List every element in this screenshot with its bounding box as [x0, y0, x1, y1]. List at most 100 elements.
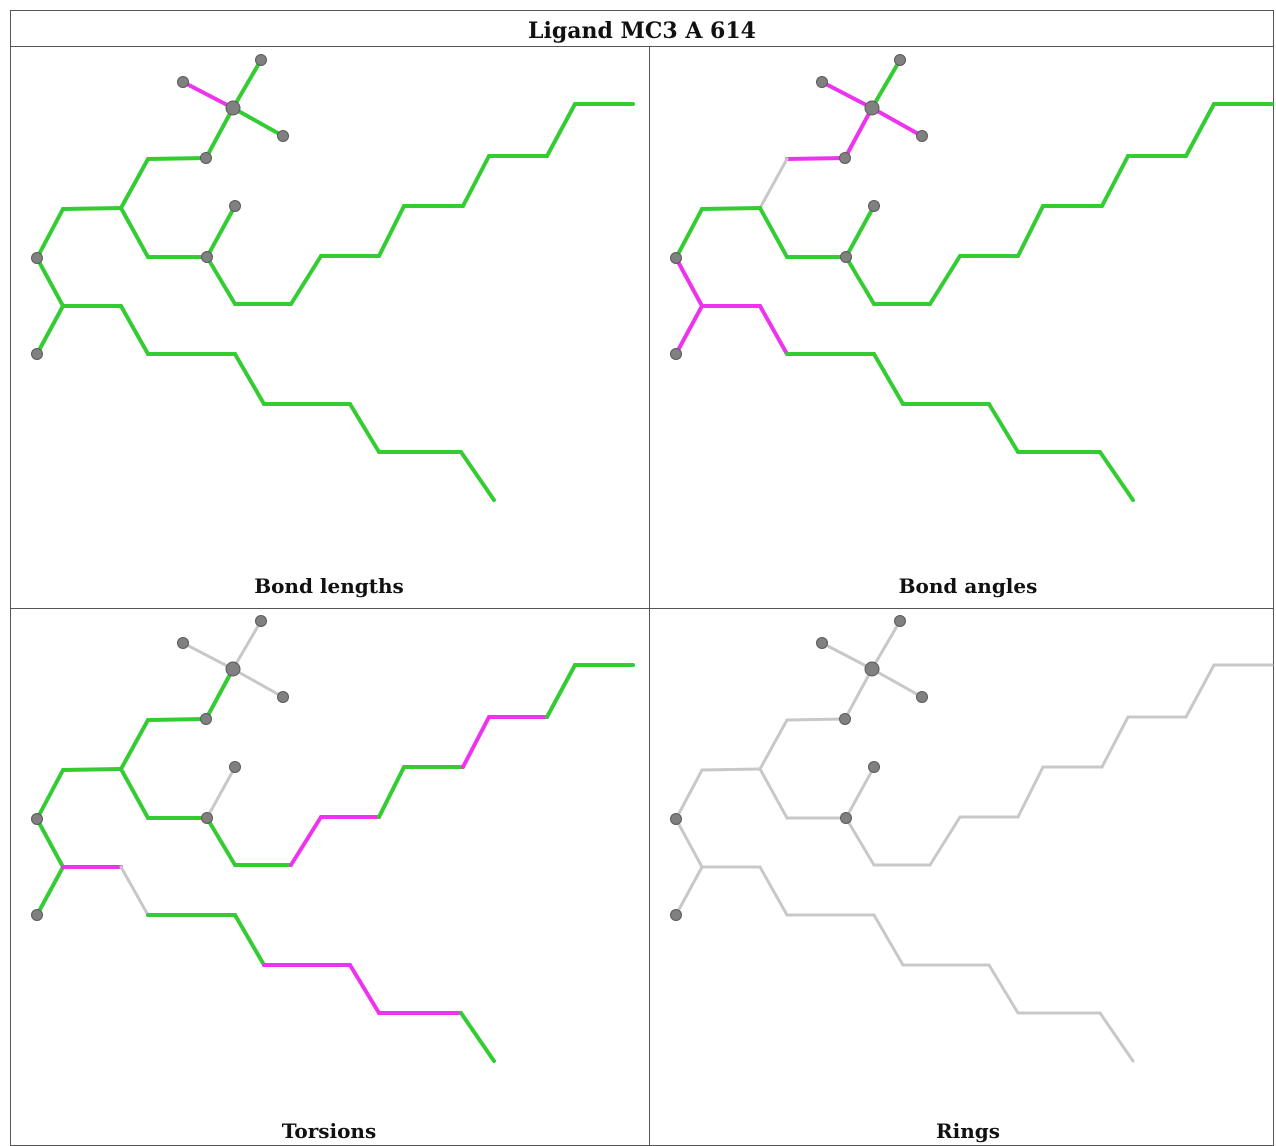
bond-c18-c19-torsions	[377, 765, 406, 819]
bond-c2-c3-bond-angles	[700, 206, 762, 211]
bond-c22-c23-bond-lengths	[545, 102, 577, 158]
bond-p-o4-bond-angles	[843, 106, 874, 160]
atom-c5-bond-lengths	[31, 348, 43, 360]
caption-bond-angles: Bond angles	[898, 574, 1038, 598]
bond-o5-c4-torsions	[35, 817, 65, 869]
bond-c6-c7-torsions	[119, 865, 150, 917]
panel-bond-angles: Bond angles	[650, 48, 1276, 608]
bond-c4-c5-bond-lengths	[35, 304, 65, 356]
atom-o7-rings	[868, 761, 880, 773]
atom-o4-torsions	[200, 713, 212, 725]
atom-o6-rings	[840, 812, 852, 824]
atom-p-rings	[864, 661, 880, 677]
bond-p-o2-torsions	[181, 641, 235, 671]
bond-c2-c14-torsions	[119, 767, 150, 820]
bond-o6-c15-bond-angles	[844, 255, 876, 306]
bond-p-o1-bond-angles	[870, 58, 902, 110]
vertical-divider	[649, 47, 650, 1145]
bond-c8-c9-bond-lengths	[233, 352, 266, 406]
bond-c10-c11-bond-angles	[987, 402, 1020, 454]
bond-p-o3-rings	[870, 667, 924, 699]
bond-p-o3-bond-lengths	[231, 106, 285, 138]
bond-c6-c7-rings	[758, 865, 789, 917]
bond-o6-c15-rings	[844, 816, 876, 867]
bond-c6-c7-bond-lengths	[119, 304, 150, 356]
bond-c18-c19-bond-lengths	[377, 204, 406, 258]
atom-p-bond-angles	[864, 100, 880, 116]
bond-c6-c7-bond-angles	[758, 304, 789, 356]
bond-o6-o7-bond-angles	[844, 204, 876, 259]
bond-o4-c1-bond-lengths	[146, 156, 208, 161]
atom-o5-bond-lengths	[31, 252, 43, 264]
bond-c3-o5-bond-angles	[674, 207, 704, 260]
bond-p-o4-rings	[843, 667, 874, 721]
bond-c2-c3-bond-lengths	[61, 206, 123, 211]
panel-bond-lengths: Bond lengths	[11, 48, 647, 608]
atom-o1-bond-lengths	[255, 54, 267, 66]
bond-c2-c3-torsions	[61, 767, 123, 772]
bond-c18-c19-bond-angles	[1016, 204, 1045, 258]
atom-o4-rings	[839, 713, 851, 725]
atom-o7-bond-lengths	[229, 200, 241, 212]
atom-o6-torsions	[201, 812, 213, 824]
panel-rings: Rings	[650, 609, 1276, 1145]
bond-c12-c13-rings	[1098, 1011, 1135, 1063]
atom-o5-rings	[670, 813, 682, 825]
figure-frame: Ligand MC3 A 614 Bond lengths Bond angle…	[10, 10, 1274, 1146]
bond-c1-c2-torsions	[119, 718, 150, 771]
figure-title: Ligand MC3 A 614	[11, 11, 1273, 47]
bond-c3-o5-torsions	[35, 768, 65, 821]
molecule-bond-angles	[670, 54, 1274, 502]
bond-c20-c21-bond-lengths	[461, 154, 491, 208]
bond-c2-c14-bond-lengths	[119, 206, 150, 259]
atom-o1-torsions	[255, 615, 267, 627]
bond-c1-c2-bond-lengths	[119, 157, 150, 210]
bond-c20-c21-rings	[1100, 715, 1130, 769]
bond-c1-c2-bond-angles	[758, 157, 789, 210]
bond-p-o1-torsions	[231, 619, 263, 671]
bond-c10-c11-bond-lengths	[348, 402, 381, 454]
bond-c8-c9-torsions	[233, 913, 266, 967]
bond-o4-c1-bond-angles	[785, 156, 847, 161]
bond-c16-c17-rings	[928, 815, 962, 867]
bond-o6-o7-rings	[844, 765, 876, 820]
bond-o5-c4-bond-angles	[674, 256, 704, 308]
bond-c2-c14-rings	[758, 767, 789, 820]
bond-c22-c23-rings	[1184, 663, 1216, 719]
molecule-rings	[670, 615, 1274, 1063]
bond-o6-c15-bond-lengths	[205, 255, 237, 306]
bond-p-o3-torsions	[231, 667, 285, 699]
bond-c16-c17-torsions	[289, 815, 323, 867]
bond-c20-c21-torsions	[461, 715, 491, 769]
bond-c12-c13-bond-lengths	[459, 450, 496, 502]
atom-o1-rings	[894, 615, 906, 627]
bond-c4-c5-bond-angles	[674, 304, 704, 356]
bond-c22-c23-torsions	[545, 663, 577, 719]
atom-o4-bond-lengths	[200, 152, 212, 164]
bond-c10-c11-rings	[987, 963, 1020, 1015]
bond-p-o4-torsions	[204, 667, 235, 721]
bond-c4-c5-torsions	[35, 865, 65, 917]
bond-c12-c13-torsions	[459, 1011, 496, 1063]
atom-o5-bond-angles	[670, 252, 682, 264]
bond-p-o2-rings	[820, 641, 874, 671]
bond-o6-o7-bond-lengths	[205, 204, 237, 259]
atom-o6-bond-lengths	[201, 251, 213, 263]
bond-p-o1-rings	[870, 619, 902, 671]
bond-c2-c3-rings	[700, 767, 762, 772]
atom-c5-bond-angles	[670, 348, 682, 360]
caption-bond-lengths: Bond lengths	[254, 574, 404, 598]
atom-o2-bond-angles	[816, 76, 828, 88]
atom-p-bond-lengths	[225, 100, 241, 116]
bond-c3-o5-bond-lengths	[35, 207, 65, 260]
bond-c8-c9-rings	[872, 913, 905, 967]
bond-c3-o5-rings	[674, 768, 704, 821]
caption-rings: Rings	[935, 1119, 1000, 1143]
atom-o4-bond-angles	[839, 152, 851, 164]
atom-o2-torsions	[177, 637, 189, 649]
panel-torsions: Torsions	[11, 609, 647, 1145]
atom-o2-rings	[816, 637, 828, 649]
bond-o4-c1-rings	[785, 717, 847, 722]
bond-p-o4-bond-lengths	[204, 106, 235, 160]
atom-o1-bond-angles	[894, 54, 906, 66]
